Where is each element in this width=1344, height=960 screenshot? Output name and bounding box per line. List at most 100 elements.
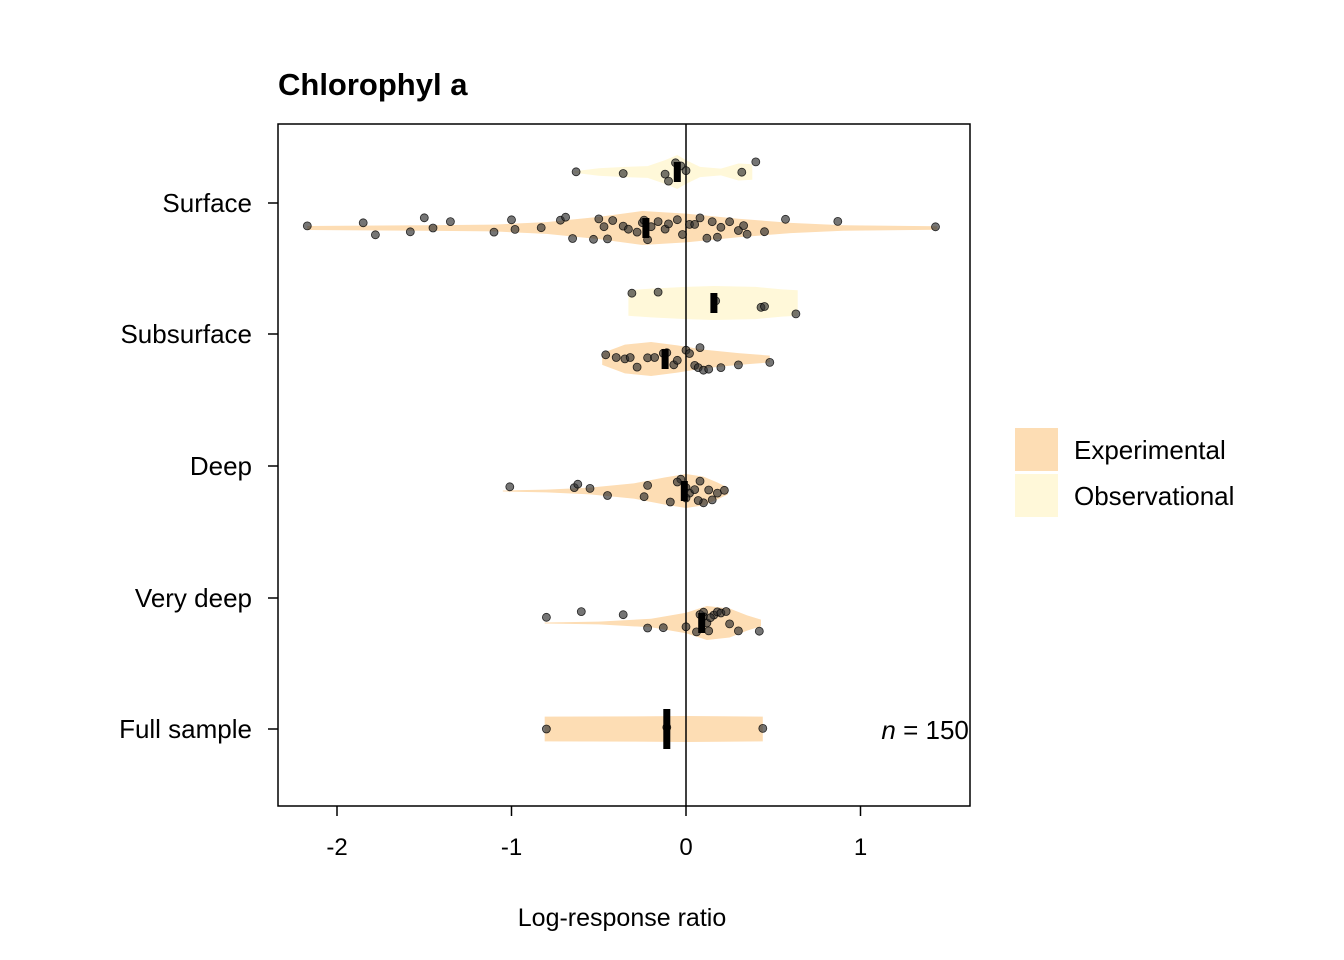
data-point — [751, 157, 761, 167]
sample-size-annotation: n = 150 — [881, 715, 968, 745]
data-point — [358, 218, 368, 228]
data-point — [695, 476, 705, 486]
sample-size-value: = 150 — [896, 715, 969, 745]
data-point — [758, 724, 768, 733]
data-point — [510, 224, 520, 234]
x-axis: -2 -1 0 1 — [326, 806, 867, 861]
data-point — [618, 610, 628, 620]
data-point — [507, 215, 516, 225]
data-point — [603, 491, 612, 500]
median-marker — [673, 162, 681, 182]
data-point — [653, 217, 663, 227]
y-axis: Surface Subsurface Deep Very deep Full sampl… — [119, 188, 278, 744]
legend-label-observational: Observational — [1074, 481, 1234, 511]
data-point — [627, 288, 637, 298]
data-point — [664, 219, 673, 229]
data-point — [650, 353, 659, 362]
data-point — [760, 227, 769, 237]
data-point — [599, 222, 609, 232]
data-point — [716, 363, 726, 373]
data-point — [632, 362, 642, 372]
y-tick-label: Deep — [190, 451, 252, 481]
data-point — [571, 167, 581, 177]
data-point — [704, 626, 714, 636]
data-point — [702, 233, 712, 243]
data-point — [672, 355, 682, 365]
data-point — [734, 626, 743, 636]
data-point — [536, 223, 546, 233]
data-point — [639, 492, 649, 502]
data-point — [737, 167, 747, 177]
data-point — [781, 214, 790, 224]
data-point — [568, 234, 577, 243]
data-point — [665, 497, 675, 507]
data-point — [608, 216, 618, 225]
data-point — [704, 485, 714, 495]
legend-swatch-experimental — [1015, 428, 1058, 471]
data-point — [704, 364, 714, 374]
data-point — [695, 213, 705, 223]
data-point — [693, 496, 703, 505]
data-point — [664, 176, 673, 186]
median-marker — [710, 293, 718, 313]
median-marker — [698, 613, 706, 633]
data-point — [681, 622, 691, 632]
data-point — [561, 212, 570, 222]
data-point — [658, 623, 668, 633]
data-point — [643, 623, 652, 633]
data-point — [690, 485, 700, 495]
x-axis-label: Log-response ratio — [518, 904, 726, 932]
data-point — [734, 360, 743, 370]
data-point — [576, 607, 586, 616]
data-point — [725, 619, 734, 629]
data-point — [419, 213, 429, 223]
data-point — [690, 219, 700, 229]
data-point — [765, 357, 775, 367]
data-point — [760, 302, 769, 311]
data-point — [445, 217, 455, 227]
data-point — [678, 230, 687, 239]
data-point — [695, 343, 705, 353]
data-point — [428, 223, 438, 233]
data-point — [681, 166, 691, 176]
legend-label-experimental: Experimental — [1074, 435, 1226, 465]
sample-size-text: n = 150 — [881, 715, 968, 745]
y-tick-label: Subsurface — [120, 319, 252, 349]
data-point — [713, 232, 722, 242]
data-point — [725, 217, 734, 227]
data-point — [542, 612, 551, 622]
data-point — [643, 480, 652, 490]
violin-full-sample-experimental — [544, 716, 763, 742]
data-point — [739, 221, 748, 231]
data-point — [742, 229, 752, 239]
median-marker — [680, 481, 688, 501]
data-point — [672, 477, 682, 487]
data-point — [589, 234, 598, 244]
data-point — [542, 724, 551, 734]
data-point — [707, 217, 717, 227]
data-point — [931, 222, 940, 232]
data-point — [573, 479, 583, 489]
data-point — [632, 227, 642, 237]
data-point — [685, 349, 694, 358]
data-point — [489, 227, 499, 237]
chart-title: Chlorophyl a — [278, 67, 468, 102]
data-point — [611, 353, 621, 362]
legend: Experimental Observational — [1015, 428, 1234, 517]
data-point — [618, 169, 628, 178]
plot-frame — [277, 123, 971, 807]
data-point — [720, 485, 729, 495]
x-tick-label: -1 — [501, 834, 522, 861]
data-point — [601, 350, 611, 360]
legend-swatch-observational — [1015, 474, 1058, 517]
data-point — [707, 495, 717, 505]
y-tick-label: Full sample — [119, 714, 252, 744]
data-point — [660, 169, 670, 179]
data-point — [603, 234, 612, 244]
median-marker — [661, 349, 669, 369]
data-point — [594, 214, 604, 224]
data-point — [716, 222, 726, 232]
data-point — [791, 309, 801, 319]
data-point — [833, 216, 843, 226]
